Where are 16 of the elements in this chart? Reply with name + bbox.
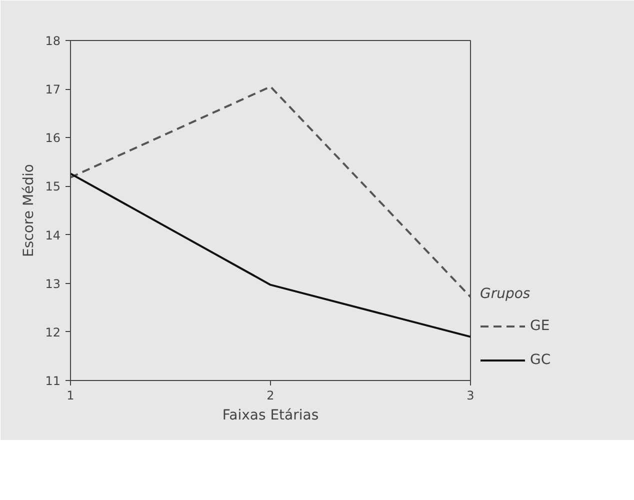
y-tick-label: 17 [45,82,61,97]
y-tick-label: 12 [45,325,61,340]
x-tick-label: 3 [466,388,474,402]
y-tick-label: 15 [45,180,61,194]
y-tick-label: 18 [45,34,61,48]
y-tick-label: 16 [45,131,61,146]
y-tick-label: 13 [45,276,61,291]
x-tick-label: 1 [66,388,74,402]
legend-title: Grupos [480,286,532,302]
legend-label: GE [530,318,550,334]
y-tick-label: 11 [45,374,61,388]
legend-label: GC [530,352,551,368]
y-tick-label: 14 [45,228,61,242]
y-axis-title: Escore Médio [21,164,38,257]
x-axis-title: Faixas Etárias [222,408,319,424]
x-tick-label: 2 [266,388,274,402]
